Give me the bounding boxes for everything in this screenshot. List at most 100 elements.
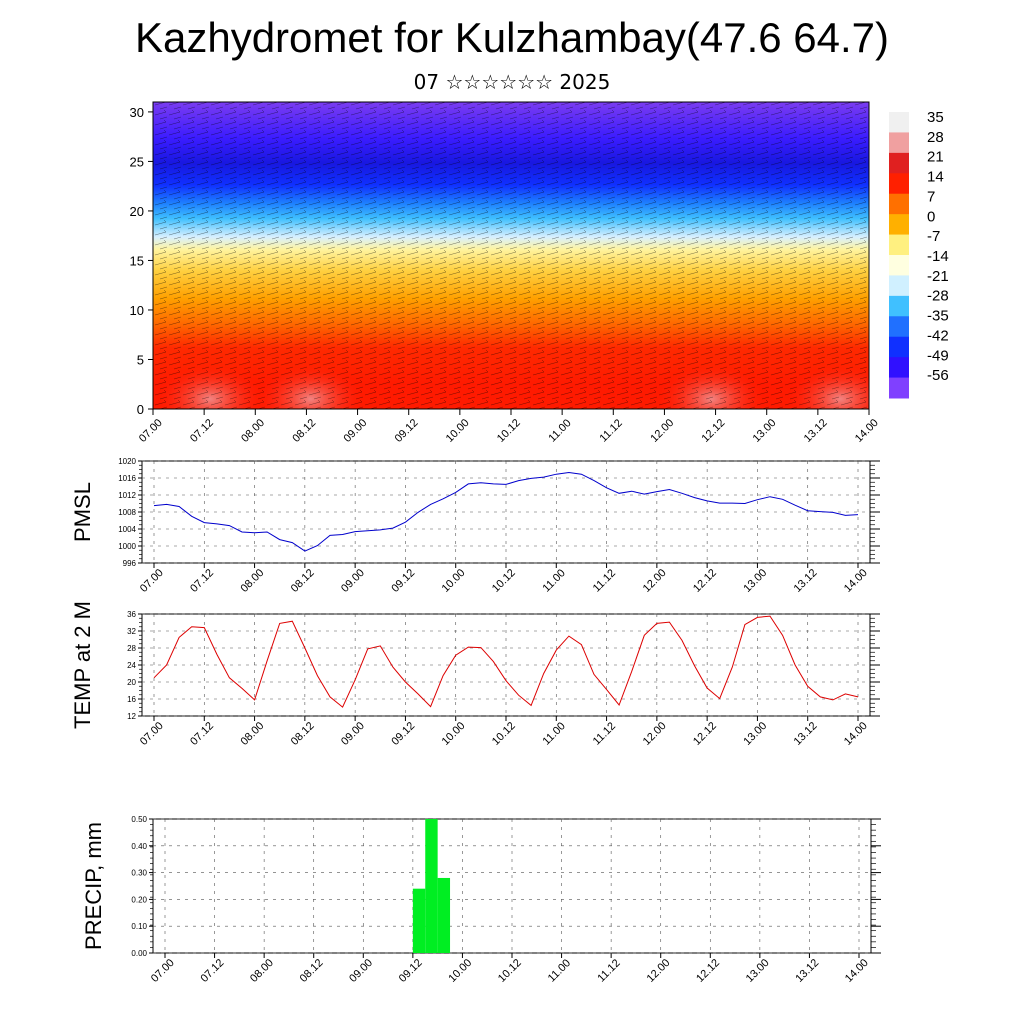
temp-panel: 07.00 07.12 08.00 08.12 09.00 09.12 10.00 10.12… xyxy=(70,601,880,748)
heatmap-x-axis: 07.00 07.12 08.00 08.12 09.00 09.12 10.00 10.12… xyxy=(137,409,881,445)
x-tick-label: 08.00 xyxy=(238,567,266,595)
colorbar: 35 28 21 14 7 0 -7 -14 -21 -28 -35 -42 -49 -56 xyxy=(889,109,949,399)
x-tick-label: 14.00 xyxy=(842,720,870,748)
y-tick-label: 1016 xyxy=(118,474,136,483)
colorbar-swatch xyxy=(889,173,909,195)
colorbar-label: 14 xyxy=(927,169,944,186)
y-tick-label: 0.50 xyxy=(131,815,147,824)
x-tick-label: 09.12 xyxy=(389,720,417,748)
x-tick-label: 08.00 xyxy=(238,720,266,748)
colorbar-swatch xyxy=(889,193,909,215)
colorbar-label: -28 xyxy=(927,288,949,305)
x-tick-label: 12.00 xyxy=(648,417,676,445)
colorbar-swatch xyxy=(889,255,909,276)
x-tick-label: 10.00 xyxy=(440,720,468,748)
x-tick-label: 13.00 xyxy=(751,417,779,445)
x-tick-label: 09.12 xyxy=(393,417,421,445)
x-tick-label: 10.12 xyxy=(490,720,518,748)
y-tick-label: 25 xyxy=(130,154,144,169)
y-tick-label: 12 xyxy=(127,712,136,721)
x-tick-label: 12.00 xyxy=(641,720,669,748)
heatmap-panel xyxy=(153,102,869,409)
y-tick-label: 10 xyxy=(130,303,144,318)
y-tick-label: 1012 xyxy=(118,491,136,500)
y-tick-label: 30 xyxy=(130,105,144,120)
x-tick-label: 09.00 xyxy=(339,720,367,748)
x-tick-label: 14.00 xyxy=(843,957,871,985)
colorbar-swatch xyxy=(889,336,909,358)
x-tick-label: 09.12 xyxy=(397,957,425,985)
y-tick-label: 20 xyxy=(127,678,136,687)
x-tick-label: 11.12 xyxy=(595,957,622,984)
y-axis-label: PMSL xyxy=(70,482,95,542)
x-tick-label: 08.00 xyxy=(239,417,267,445)
x-tick-label: 09.00 xyxy=(339,567,367,595)
series-line xyxy=(153,471,859,552)
y-tick-label: 0.30 xyxy=(131,869,147,878)
x-tick-label: 10.12 xyxy=(496,957,524,985)
y-tick-label: 1004 xyxy=(118,525,136,534)
x-tick-label: 11.00 xyxy=(546,957,573,984)
wind-barbs xyxy=(153,102,869,409)
x-tick-label: 07.12 xyxy=(188,417,216,445)
y-tick-label: 16 xyxy=(127,695,136,704)
x-tick-label: 14.00 xyxy=(842,567,870,595)
x-tick-label: 08.00 xyxy=(248,957,276,985)
x-tick-label: 12.00 xyxy=(641,567,669,595)
x-tick-label: 08.12 xyxy=(289,720,317,748)
x-tick-label: 13.00 xyxy=(744,957,772,985)
chart-subtitle: 07 ☆☆☆☆☆☆ 2025 xyxy=(413,70,611,94)
x-tick-label: 07.12 xyxy=(188,567,216,595)
y-tick-label: 28 xyxy=(127,644,136,653)
y-tick-label: 996 xyxy=(123,559,137,568)
colorbar-swatch xyxy=(889,152,909,174)
colorbar-swatch xyxy=(889,357,909,379)
x-tick-label: 08.12 xyxy=(298,957,326,985)
colorbar-label: -42 xyxy=(927,327,949,344)
colorbar-label: -35 xyxy=(927,308,949,325)
x-tick-label: 10.12 xyxy=(495,417,523,445)
y-tick-label: 0 xyxy=(137,402,144,417)
y-tick-label: 15 xyxy=(130,253,144,268)
colorbar-swatch xyxy=(889,377,909,399)
x-tick-label: 10.12 xyxy=(490,567,518,595)
x-tick-label: 11.12 xyxy=(597,417,624,444)
colorbar-label: -7 xyxy=(927,228,940,245)
colorbar-label: -21 xyxy=(927,268,949,285)
y-tick-label: 1008 xyxy=(118,508,136,517)
series-line xyxy=(153,615,859,708)
x-tick-label: 13.12 xyxy=(802,417,830,445)
colorbar-label: -49 xyxy=(927,347,949,364)
precip-bar xyxy=(412,888,426,953)
x-tick-label: 08.12 xyxy=(289,567,317,595)
colorbar-label: -56 xyxy=(927,367,949,384)
x-tick-label: 11.00 xyxy=(546,417,573,444)
colorbar-label: 0 xyxy=(927,208,935,225)
x-tick-label: 07.00 xyxy=(138,567,166,595)
colorbar-swatch xyxy=(889,316,909,338)
x-tick-label: 12.12 xyxy=(691,567,719,595)
precip-bar xyxy=(437,877,451,953)
x-tick-label: 09.00 xyxy=(341,417,369,445)
colorbar-swatch xyxy=(889,214,909,236)
colorbar-swatch xyxy=(889,295,909,317)
x-tick-label: 12.12 xyxy=(691,720,719,748)
heatmap-y-axis: 0 5 10 15 20 25 30 xyxy=(130,105,153,417)
y-tick-label: 0.20 xyxy=(131,895,147,904)
x-tick-label: 10.00 xyxy=(444,417,472,445)
x-tick-label: 13.00 xyxy=(741,567,769,595)
y-tick-label: 1000 xyxy=(118,542,136,551)
colorbar-swatch xyxy=(889,234,909,256)
colorbar-label: 35 xyxy=(927,109,944,126)
x-tick-label: 07.00 xyxy=(138,720,166,748)
y-tick-label: 0.00 xyxy=(131,949,147,958)
x-tick-label: 11.00 xyxy=(540,720,567,747)
colorbar-label: 7 xyxy=(927,188,935,205)
x-tick-label: 13.12 xyxy=(793,957,821,985)
x-tick-label: 11.12 xyxy=(591,720,618,747)
precip-bar xyxy=(425,819,438,953)
y-tick-label: 20 xyxy=(130,204,144,219)
y-tick-label: 32 xyxy=(127,627,136,636)
colorbar-swatch xyxy=(889,132,909,154)
